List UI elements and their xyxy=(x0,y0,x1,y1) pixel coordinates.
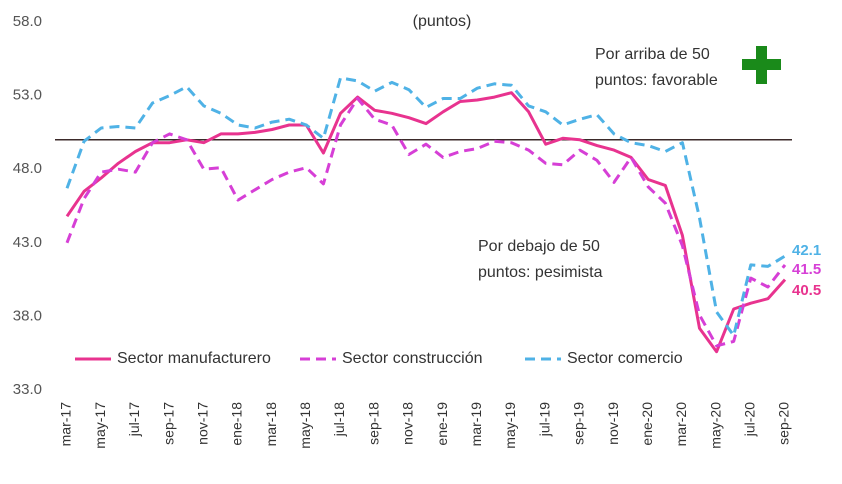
x-tick-label: jul-19 xyxy=(536,402,552,437)
x-tick-label: mar-20 xyxy=(673,402,689,447)
annotation: Por arriba de 50 xyxy=(595,46,710,63)
x-tick-label: jul-17 xyxy=(126,402,142,437)
y-tick-label: 48.0 xyxy=(13,160,42,177)
y-tick-label: 33.0 xyxy=(13,381,42,398)
x-tick-label: ene-18 xyxy=(229,402,245,446)
x-tick-label: nov-19 xyxy=(605,402,621,445)
x-tick-label: sep-20 xyxy=(776,402,792,445)
legend-label: Sector construcción xyxy=(342,350,483,367)
y-tick-label: 53.0 xyxy=(13,87,42,104)
x-tick-label: may-17 xyxy=(92,402,108,449)
chart-subtitle: (puntos) xyxy=(413,13,472,30)
y-tick-label: 58.0 xyxy=(13,13,42,30)
x-tick-label: nov-17 xyxy=(194,402,210,445)
x-tick-label: nov-18 xyxy=(400,402,416,445)
x-tick-label: mar-18 xyxy=(263,402,279,447)
y-tick-label: 38.0 xyxy=(13,307,42,324)
legend-label: Sector manufacturero xyxy=(117,350,271,367)
annotation: Por debajo de 50 xyxy=(478,238,600,255)
x-tick-label: jul-20 xyxy=(742,402,758,437)
legend-label: Sector comercio xyxy=(567,350,683,367)
x-tick-label: mar-17 xyxy=(58,402,74,447)
end-label: 41.5 xyxy=(792,261,821,278)
x-tick-label: may-19 xyxy=(502,402,518,449)
end-label: 40.5 xyxy=(792,282,821,299)
x-tick-label: sep-18 xyxy=(365,402,381,445)
x-tick-label: ene-20 xyxy=(639,402,655,446)
plus-icon xyxy=(742,46,781,84)
x-tick-label: may-20 xyxy=(707,402,723,449)
series-line xyxy=(65,91,787,354)
x-tick-label: mar-19 xyxy=(468,402,484,447)
x-tick-label: may-18 xyxy=(297,402,313,449)
x-tick-label: sep-17 xyxy=(160,402,176,445)
series-line xyxy=(65,76,786,337)
series-line xyxy=(65,97,787,348)
x-tick-label: jul-18 xyxy=(331,402,347,437)
x-tick-label: sep-19 xyxy=(571,402,587,445)
annotation: puntos: pesimista xyxy=(478,264,603,281)
x-tick-label: ene-19 xyxy=(434,402,450,446)
annotation: puntos: favorable xyxy=(595,72,718,89)
y-tick-label: 43.0 xyxy=(13,234,42,251)
end-label: 42.1 xyxy=(792,242,821,259)
